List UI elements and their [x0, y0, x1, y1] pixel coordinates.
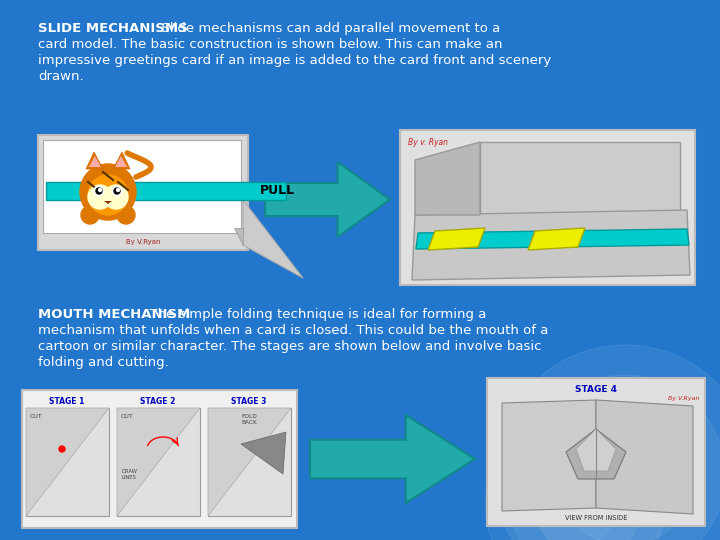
FancyBboxPatch shape [38, 135, 248, 250]
Polygon shape [104, 201, 112, 204]
Polygon shape [89, 156, 101, 167]
Polygon shape [566, 429, 626, 479]
Text: VIEW FROM INSIDE: VIEW FROM INSIDE [564, 515, 627, 521]
Polygon shape [241, 432, 286, 474]
Polygon shape [310, 415, 475, 503]
Text: CUT: CUT [121, 414, 134, 419]
Circle shape [88, 185, 112, 209]
Polygon shape [428, 228, 485, 250]
FancyBboxPatch shape [487, 378, 705, 526]
FancyBboxPatch shape [26, 408, 109, 516]
Polygon shape [234, 228, 243, 245]
Circle shape [555, 405, 695, 540]
Circle shape [117, 206, 135, 224]
Polygon shape [86, 152, 103, 169]
Polygon shape [412, 210, 690, 280]
Circle shape [59, 446, 65, 452]
Text: STAGE 4: STAGE 4 [575, 385, 617, 394]
Circle shape [580, 430, 670, 520]
Circle shape [510, 440, 640, 540]
Polygon shape [480, 142, 680, 215]
Circle shape [114, 188, 120, 194]
Circle shape [525, 375, 720, 540]
Circle shape [80, 164, 136, 220]
Polygon shape [596, 400, 693, 514]
Text: By V.Ryan: By V.Ryan [667, 396, 699, 401]
Polygon shape [115, 156, 127, 167]
Circle shape [88, 175, 128, 215]
Polygon shape [416, 229, 689, 249]
Circle shape [485, 415, 665, 540]
FancyBboxPatch shape [117, 408, 200, 516]
Circle shape [81, 206, 99, 224]
Text: CUT: CUT [30, 414, 42, 419]
Polygon shape [415, 142, 480, 215]
Text: Slide mechanisms can add parallel movement to a: Slide mechanisms can add parallel moveme… [153, 22, 500, 35]
Text: MOUTH MECHANISM: MOUTH MECHANISM [38, 308, 190, 321]
Polygon shape [265, 162, 390, 237]
Text: STAGE 2: STAGE 2 [140, 397, 176, 406]
FancyBboxPatch shape [22, 390, 297, 528]
Text: STAGE 1: STAGE 1 [49, 397, 85, 406]
Circle shape [94, 186, 104, 196]
Circle shape [104, 185, 128, 209]
Text: The simple folding technique is ideal for forming a: The simple folding technique is ideal fo… [141, 308, 487, 321]
Text: impressive greetings card if an image is added to the card front and scenery: impressive greetings card if an image is… [38, 54, 552, 67]
Polygon shape [113, 152, 130, 169]
Polygon shape [208, 408, 291, 516]
Circle shape [495, 345, 720, 540]
Text: PULL: PULL [260, 185, 295, 198]
Polygon shape [117, 408, 200, 516]
Text: By V.Ryan: By V.Ryan [126, 239, 161, 245]
FancyBboxPatch shape [208, 408, 291, 516]
Polygon shape [502, 400, 596, 511]
Polygon shape [26, 408, 109, 516]
FancyBboxPatch shape [400, 130, 695, 285]
Text: folding and cutting.: folding and cutting. [38, 356, 168, 369]
Text: cartoon or similar character. The stages are shown below and involve basic: cartoon or similar character. The stages… [38, 340, 541, 353]
FancyBboxPatch shape [43, 140, 241, 233]
Circle shape [99, 188, 102, 192]
Polygon shape [576, 429, 616, 471]
Polygon shape [243, 200, 303, 278]
Circle shape [112, 186, 122, 196]
Text: SLIDE MECHANISMS: SLIDE MECHANISMS [38, 22, 188, 35]
Text: FOLD
BACK: FOLD BACK [241, 414, 257, 425]
Text: mechanism that unfolds when a card is closed. This could be the mouth of a: mechanism that unfolds when a card is cl… [38, 324, 549, 337]
Text: DRAW
LINES: DRAW LINES [121, 469, 137, 480]
Text: By v. Ryan: By v. Ryan [408, 138, 448, 147]
Text: STAGE 3: STAGE 3 [231, 397, 266, 406]
Text: card model. The basic construction is shown below. This can make an: card model. The basic construction is sh… [38, 38, 503, 51]
Circle shape [117, 188, 120, 192]
FancyBboxPatch shape [46, 182, 286, 200]
Circle shape [96, 188, 102, 194]
Text: drawn.: drawn. [38, 70, 84, 83]
Polygon shape [528, 228, 585, 250]
